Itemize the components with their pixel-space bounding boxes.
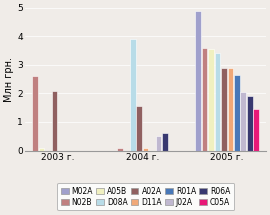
Bar [234, 75, 240, 150]
Bar [136, 106, 142, 150]
Y-axis label: Млн грн.: Млн грн. [4, 57, 14, 101]
Bar [117, 148, 123, 150]
Bar [215, 53, 220, 150]
Bar [32, 76, 38, 150]
Bar [208, 49, 214, 150]
Bar [195, 11, 201, 150]
Bar [240, 92, 246, 150]
Bar [143, 148, 149, 150]
Bar [52, 91, 57, 150]
Legend: M02A, N02B, A05B, D08A, A02A, D11A, R01A, J02A, R06A, C05A: M02A, N02B, A05B, D08A, A02A, D11A, R01A… [57, 183, 234, 210]
Bar [228, 68, 233, 150]
Bar [202, 48, 207, 150]
Bar [130, 39, 136, 150]
Bar [247, 96, 252, 150]
Bar [156, 136, 161, 150]
Bar [162, 133, 168, 150]
Bar [39, 148, 45, 150]
Bar [253, 109, 259, 150]
Bar [221, 68, 227, 150]
